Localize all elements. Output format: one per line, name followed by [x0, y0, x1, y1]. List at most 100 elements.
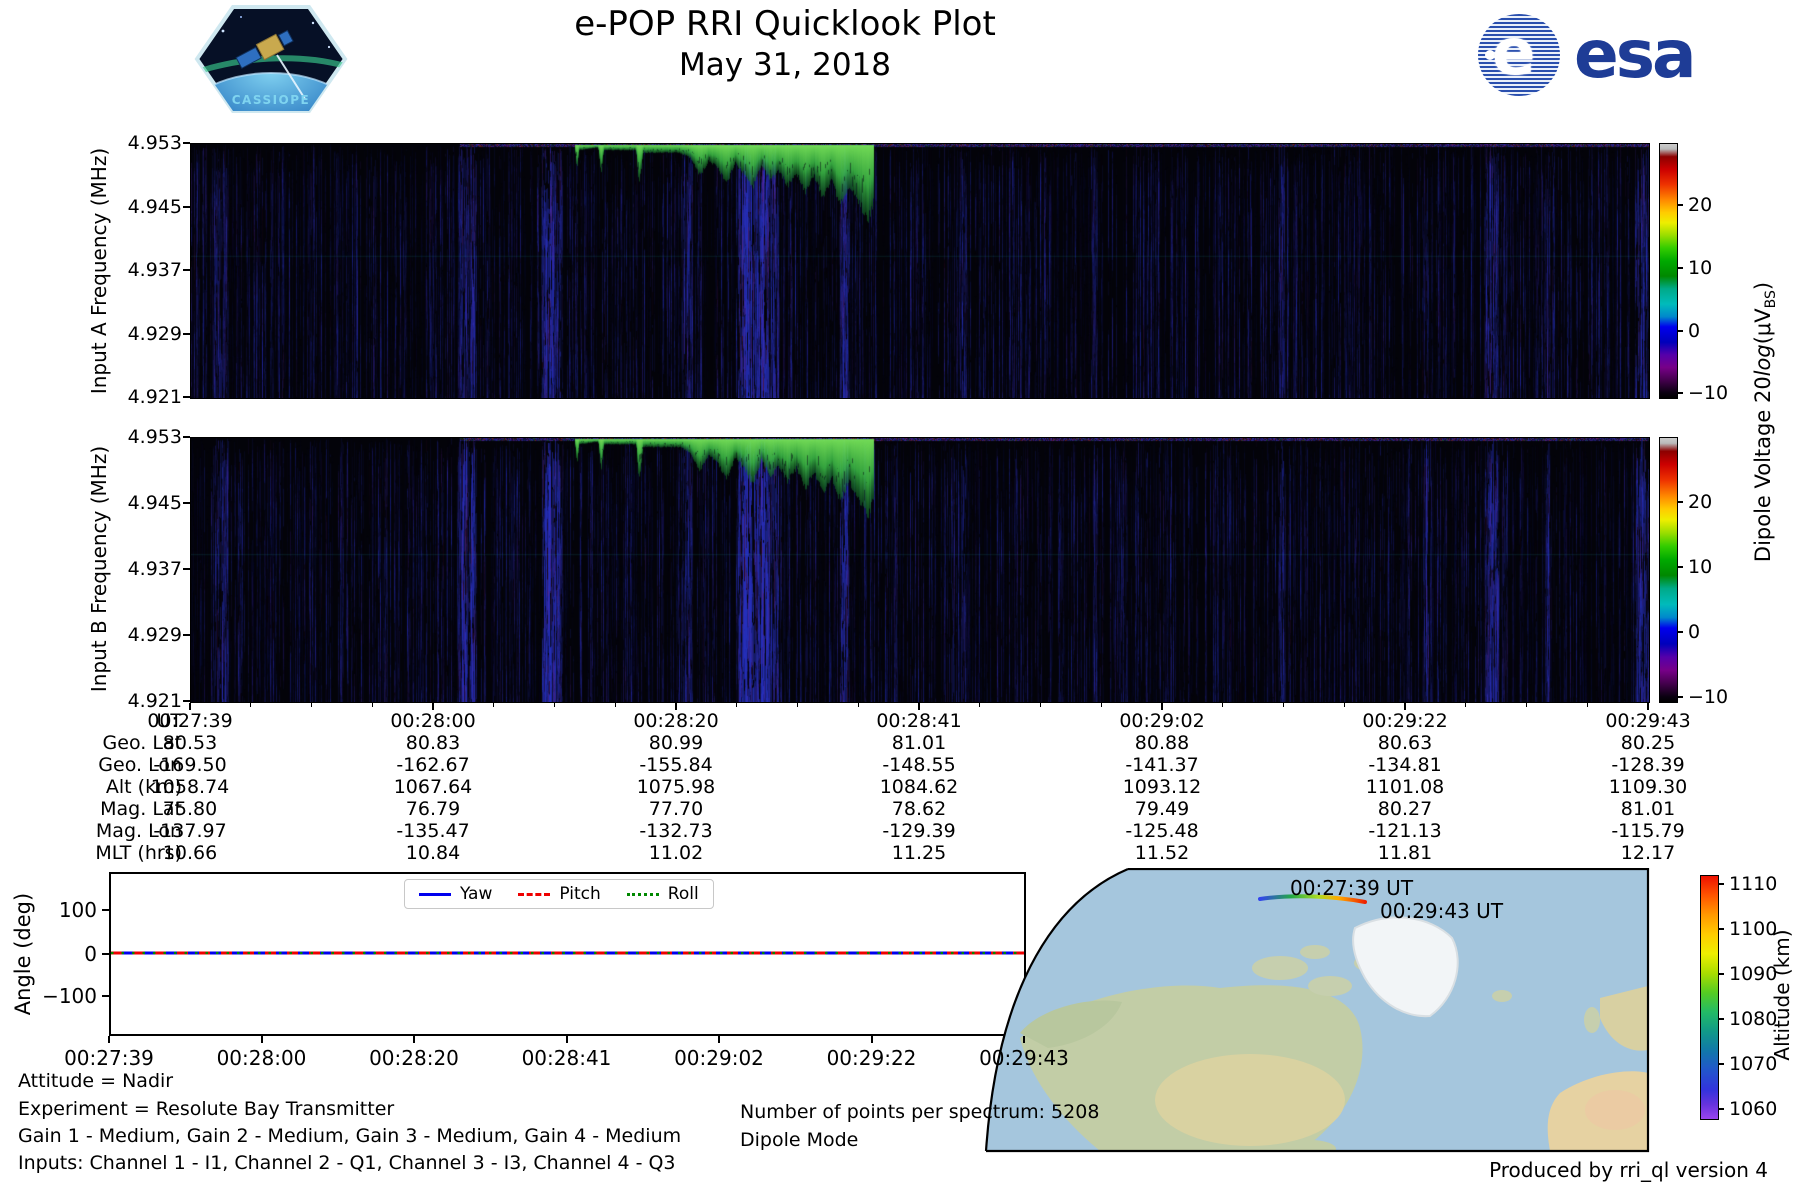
us-interior: [1155, 1054, 1345, 1146]
ephemeris-cell: 00:27:39: [147, 710, 233, 732]
freq-tick-b: [183, 568, 190, 570]
aurora-arc: [197, 55, 345, 75]
ephemeris-row-label: Geo. Lon: [98, 754, 182, 776]
legend-item-roll: Roll: [626, 884, 699, 904]
ephemeris-cell: 1084.62: [879, 776, 959, 798]
spec-x-minortick: [250, 703, 252, 707]
ephemeris-cell: 00:28:00: [390, 710, 476, 732]
legend-item-pitch: Pitch: [518, 884, 601, 904]
ephemeris-cell: 1067.64: [393, 776, 473, 798]
angle-plot: [109, 872, 1026, 1036]
satellite: [235, 29, 294, 69]
ephemeris-cell: 81.01: [891, 732, 947, 754]
ephemeris-cell: -134.81: [1368, 754, 1442, 776]
angle-y-tick: [102, 994, 109, 997]
ephemeris-cell: 75.80: [162, 798, 218, 820]
freq-tick-label-b: 4.929: [127, 624, 182, 646]
esa-logo: e esa: [1478, 14, 1697, 96]
spec-x-minortick: [1343, 703, 1345, 707]
freq-tick-b: [183, 700, 190, 702]
colorbar-tick: [1677, 392, 1683, 395]
freq-tick-label-b: 4.945: [127, 492, 182, 514]
freq-tick-b: [183, 634, 190, 636]
spec-x-minortick: [979, 703, 981, 707]
freq-tick-label-a: 4.921: [127, 386, 182, 408]
ephemeris-cell: -121.13: [1368, 820, 1442, 842]
spec-x-minortick: [857, 703, 859, 707]
spec-x-tick: [1404, 703, 1406, 710]
spec-x-minortick: [614, 703, 616, 707]
ephemeris-cell: -141.37: [1125, 754, 1199, 776]
points-note: Number of points per spectrum: 5208: [740, 1101, 1100, 1123]
spec-x-tick: [432, 703, 434, 710]
colorbar-tick-label: −10: [1688, 686, 1729, 709]
freq-tick-a: [183, 332, 190, 335]
freq-tick-label-b: 4.921: [127, 690, 182, 712]
spec-x-minortick: [1222, 703, 1224, 707]
esa-globe-icon: e: [1478, 14, 1560, 96]
ephemeris-row-label: Alt (km): [105, 776, 182, 798]
freq-tick-label-a: 4.929: [127, 322, 182, 345]
angle-x-tick-label: 00:28:20: [369, 1046, 459, 1070]
angle-x-tick: [565, 1036, 568, 1043]
ephemeris-cell: 00:29:22: [1362, 710, 1448, 732]
map-border: [986, 868, 1650, 1153]
ephemeris-cell: 11.81: [1377, 842, 1433, 864]
spectrogram-input-b: [190, 437, 1650, 703]
colorbar-tick: [1677, 500, 1683, 503]
track-end-label: 00:29:43 UT: [1380, 899, 1504, 923]
altitude-tick: [1718, 972, 1724, 975]
altitude-tick: [1718, 1018, 1724, 1021]
ephemeris-row-label: UT: [156, 710, 182, 732]
freq-tick-label-a: 4.945: [127, 195, 182, 218]
freq-tick-label-b: 4.937: [127, 558, 182, 580]
spec-x-tick: [918, 703, 920, 710]
freq-tick-b: [183, 436, 190, 438]
ephemeris-cell: 00:29:43: [1605, 710, 1691, 732]
sahara: [1585, 1090, 1645, 1130]
colorbar-tick: [1677, 329, 1683, 332]
ephemeris-cell: 11.52: [1134, 842, 1190, 864]
ephemeris-cell: 00:28:20: [633, 710, 719, 732]
ground-track-map: [984, 868, 1650, 1153]
ephemeris-cell: -162.67: [396, 754, 470, 776]
greenland: [1352, 916, 1459, 1018]
ephemeris-cell: 79.49: [1134, 798, 1190, 820]
alaska: [1020, 1000, 1122, 1048]
spec-x-tick: [1161, 703, 1163, 710]
ephemeris-row-label: Mag. Lon: [95, 820, 182, 842]
attitude-note: Attitude = Nadir: [18, 1070, 174, 1092]
altitude-tick: [1718, 927, 1724, 930]
angle-x-tick: [870, 1036, 873, 1043]
altitude-tick-label: 1080: [1729, 1008, 1778, 1031]
altitude-tick-label: 1100: [1729, 917, 1778, 940]
europe: [1600, 986, 1648, 1051]
angle-x-tick-label: 00:28:41: [521, 1046, 612, 1070]
uk: [1584, 1007, 1600, 1033]
angle-y-tick-label: −100: [42, 983, 97, 1008]
colorbar-altitude: [1700, 875, 1719, 1120]
ephemeris-cell: -137.97: [153, 820, 227, 842]
altitude-tick-label: 1090: [1729, 962, 1778, 985]
freq-tick-a: [183, 142, 190, 144]
inputs-note: Inputs: Channel 1 - I1, Channel 2 - Q1, …: [18, 1152, 676, 1174]
ephemeris-cell: 77.70: [648, 798, 704, 820]
ephemeris-cell: 11.25: [891, 842, 947, 864]
colorbar-tick-label: −10: [1688, 382, 1729, 405]
altitude-tick: [1718, 882, 1724, 885]
freq-tick-a: [183, 269, 190, 271]
altitude-tick-label: 1060: [1729, 1098, 1778, 1120]
colorbar-tick-label: 10: [1688, 555, 1713, 578]
angle-x-tick: [260, 1036, 263, 1043]
ephemeris-cell: -135.47: [396, 820, 470, 842]
experiment-note: Experiment = Resolute Bay Transmitter: [18, 1098, 395, 1120]
colorbar-tick: [1677, 565, 1683, 568]
angle-x-tick: [718, 1036, 720, 1043]
spec-x-minortick: [1465, 703, 1467, 707]
freq-tick-a: [183, 396, 190, 398]
spec-x-minortick: [1100, 703, 1102, 707]
legend-label: Roll: [667, 884, 699, 904]
ephemeris-cell: -169.50: [153, 754, 227, 776]
page-date: May 31, 2018: [679, 47, 891, 83]
freq-tick-label-b: 4.953: [127, 426, 182, 448]
